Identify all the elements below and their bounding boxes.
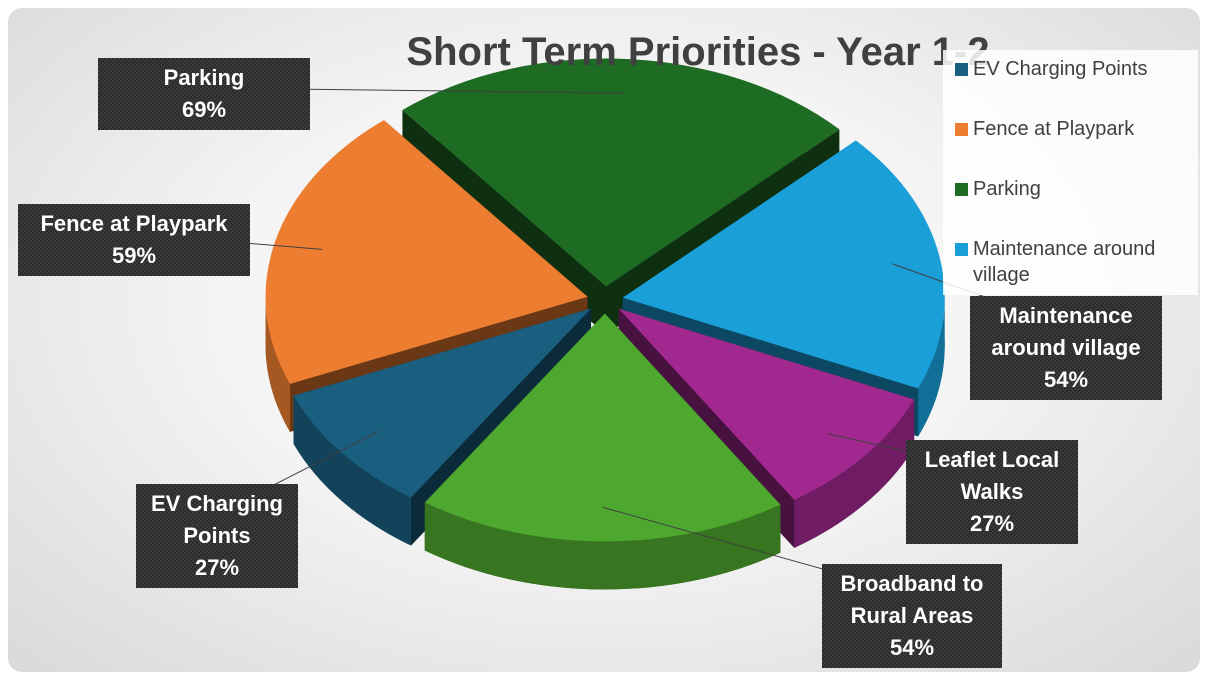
data-label-value: 59% [111, 243, 157, 268]
data-label-name: Maintenance around village [991, 303, 1141, 360]
legend-swatch [955, 63, 968, 76]
legend-swatch [955, 183, 968, 196]
chart: Short Term Priorities - Year 1-2 EV Char… [8, 8, 1200, 672]
data-label-name: Fence at Playpark [40, 211, 228, 236]
slice-side [265, 296, 291, 432]
slice [424, 313, 781, 542]
legend-item: Fence at Playpark [955, 116, 1198, 170]
data-label-value: 54% [1043, 367, 1089, 392]
slice [293, 308, 592, 546]
data-label-name: Broadband to Rural Areas [840, 571, 984, 628]
data-label: Leaflet Local Walks 27% [906, 440, 1078, 544]
data-label-name: Leaflet Local Walks [924, 447, 1060, 504]
data-label: Fence at Playpark 59% [18, 204, 250, 276]
slice [265, 120, 588, 384]
slice-side [794, 399, 915, 548]
chart-title: Short Term Priorities - Year 1-2 [406, 30, 990, 74]
legend-item: Parking [955, 176, 1198, 230]
slice [622, 140, 945, 437]
data-label: Parking 69% [98, 58, 310, 130]
slice [293, 308, 592, 498]
slice-side [293, 395, 411, 546]
data-label-value: 27% [969, 511, 1015, 536]
legend-swatch [955, 123, 968, 136]
pie-area [133, 58, 1067, 595]
slice [402, 58, 840, 287]
data-label: EV Charging Points 27% [136, 484, 298, 588]
slice-side [424, 502, 781, 590]
data-label: Broadband to Rural Areas 54% [822, 564, 1002, 668]
legend-item: EV Charging Points [955, 56, 1198, 110]
data-label-name: Parking [163, 65, 245, 90]
data-label-value: 69% [181, 97, 227, 122]
legend-label: Maintenance around village [973, 238, 1156, 286]
legend-swatch [955, 243, 968, 256]
legend-label: Fence at Playpark [973, 118, 1135, 140]
data-label-name: EV Charging Points [150, 491, 283, 548]
data-label-value: 27% [194, 555, 240, 580]
slice [618, 308, 915, 500]
slice-side [918, 297, 945, 437]
data-label-value: 54% [889, 635, 935, 660]
legend: EV Charging Points Fence at Playpark Parki… [943, 50, 1198, 295]
slice [622, 140, 945, 389]
data-label: Maintenance around village 54% [970, 296, 1162, 400]
legend-label: EV Charging Points [973, 58, 1148, 80]
legend-label: Parking [973, 178, 1041, 200]
legend-item: Maintenance around village [955, 236, 1198, 290]
